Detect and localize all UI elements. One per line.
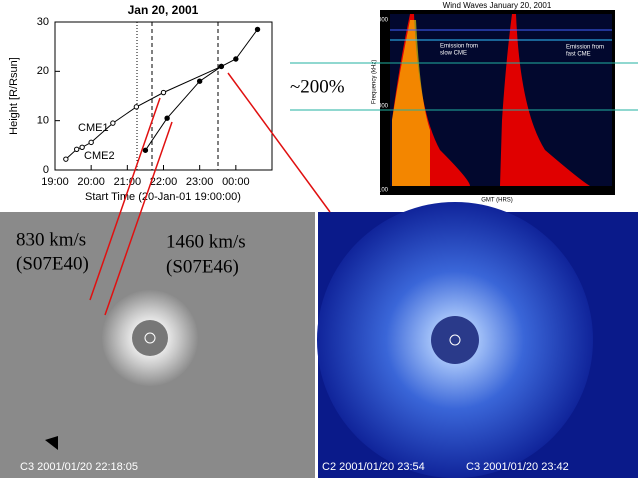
point	[74, 146, 80, 152]
y-tick-label: 20	[37, 65, 49, 77]
point	[254, 26, 261, 33]
point	[110, 120, 116, 126]
point	[233, 56, 239, 62]
point	[88, 139, 94, 146]
location: (S07E46)	[166, 256, 239, 277]
spec-x-tick: 21	[500, 189, 507, 195]
y-tick-label: 10	[37, 115, 49, 127]
x-axis-label: Start Time (20-Jan-01 19:00:00)	[85, 191, 241, 203]
note: Emission from	[440, 44, 478, 50]
note: Emission from	[566, 45, 604, 51]
series-line	[144, 29, 258, 151]
x-tick-label: 21:00	[114, 176, 142, 188]
arrow	[227, 72, 331, 213]
y-tick-label: 0	[43, 164, 49, 176]
point	[79, 144, 85, 151]
speed: 1460 km/s	[166, 231, 246, 252]
point	[164, 115, 170, 121]
series-label: CME2	[84, 150, 115, 162]
point	[196, 78, 203, 84]
spectrogram-title: Wind Waves January 20, 2001	[443, 1, 552, 10]
sun	[144, 332, 156, 344]
spec-x-tick: 18	[392, 189, 399, 195]
spec-y-label: Frequency (kHz)	[372, 60, 378, 104]
spec-x-tick: 22	[536, 189, 543, 195]
x-tick-label: 19:00	[41, 176, 69, 188]
chart-title: Jan 20, 2001	[128, 3, 199, 17]
point	[63, 156, 69, 162]
annotation: ~200%	[290, 76, 345, 97]
burst-core	[392, 20, 430, 186]
occulter	[431, 316, 479, 364]
y-tick-label: 30	[37, 16, 49, 28]
spec-x-tick: 23	[572, 189, 579, 195]
arrow	[104, 121, 173, 316]
right-image: C2 2001/01/20 23:54 C3 2001/01/20 23:42	[317, 202, 638, 478]
x-tick-label: 22:00	[150, 176, 178, 188]
arrow	[89, 97, 161, 301]
location: (S07E40)	[16, 253, 89, 274]
caption: C3 2001/01/20 23:42	[466, 461, 569, 473]
point	[133, 104, 140, 110]
point	[218, 63, 225, 70]
arrows	[89, 72, 331, 316]
point	[142, 147, 149, 153]
x-tick-label: 00:00	[222, 176, 250, 188]
caption: C3 2001/01/20 22:18:05	[20, 461, 138, 473]
note: fast CME	[566, 52, 591, 58]
spec-x-label: GMT (HRS)	[481, 198, 513, 204]
caption: C2 2001/01/20 23:54	[322, 461, 425, 473]
spec-x-tick: 19	[428, 189, 435, 195]
spec-x-tick: 0	[609, 189, 613, 195]
y-axis-label: Height [R/Rsun]	[8, 57, 20, 135]
series-label: CME1	[78, 122, 109, 134]
x-tick-label: 20:00	[77, 176, 105, 188]
point	[160, 89, 167, 96]
spec-y-tick: 1000	[375, 104, 389, 110]
left-image: 830 km/s (S07E40) 1460 km/s (S07E46) C3 …	[0, 212, 315, 478]
occulter	[132, 320, 168, 356]
speed: 830 km/s	[16, 229, 86, 250]
burst-fast	[500, 14, 590, 186]
x-tick-label: 23:00	[186, 176, 214, 188]
spectrogram: Wind Waves January 20, 2001 Emission fro…	[371, 1, 615, 204]
note: slow CME	[440, 51, 467, 57]
spec-y-tick: 100	[378, 188, 389, 194]
marker	[45, 436, 58, 450]
spec-x-tick: 20	[464, 189, 471, 195]
spec-y-tick: 10000	[371, 18, 388, 24]
sun	[449, 334, 461, 346]
